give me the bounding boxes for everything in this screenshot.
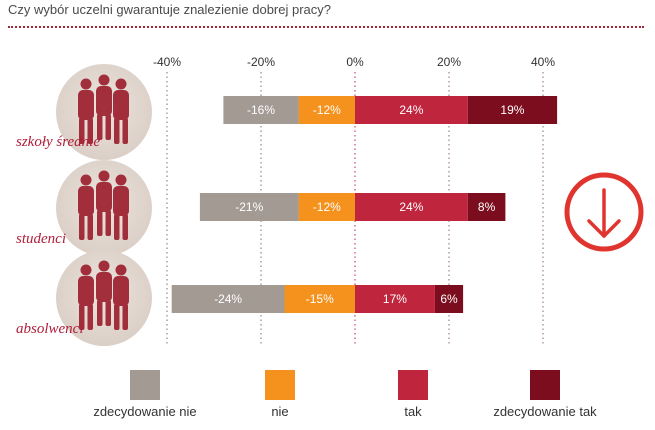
bar-value-label: -15% <box>306 292 334 306</box>
legend-item: nie <box>200 370 360 419</box>
group-illustration-icon <box>56 64 152 160</box>
legend-swatch <box>265 370 295 400</box>
person-icon <box>78 174 94 240</box>
person-icon <box>113 78 129 144</box>
group-illustration-icon <box>56 160 152 256</box>
bar-segment <box>199 193 299 221</box>
legend-label: zdecydowanie nie <box>93 404 197 419</box>
x-tick-label: 0% <box>346 55 364 69</box>
category-label: absolwenci <box>16 321 84 337</box>
legend-label: zdecydowanie tak <box>493 404 597 419</box>
x-tick-label: -40% <box>153 55 181 69</box>
bar-value-label: 24% <box>399 103 423 117</box>
legend-item: zdecydowanie nie <box>65 370 225 419</box>
bar-segment <box>284 285 355 313</box>
legend-item: zdecydowanie tak <box>465 370 625 419</box>
group-illustration-icon <box>56 250 152 346</box>
x-tick-label: -20% <box>247 55 275 69</box>
person-icon <box>96 170 112 236</box>
bar-segment <box>298 193 355 221</box>
person-icon <box>78 264 94 330</box>
chart-area: -40% -20% 0% 20% 40% -12% -16% 24% 19% -12% -21% 2… <box>16 55 644 346</box>
bar-segment <box>355 96 468 124</box>
legend-label: tak <box>404 404 422 419</box>
bars: -12% -16% 24% 19% -12% -21% 24% 8% -15% -24% 17% 6% <box>171 96 558 313</box>
person-icon <box>113 174 129 240</box>
person-icon <box>96 74 112 140</box>
category-label: szkoły średnie <box>16 134 100 150</box>
category-label: studenci <box>16 231 66 247</box>
group-illustrations <box>56 64 152 346</box>
legend-swatch <box>398 370 428 400</box>
x-tick-label: 40% <box>531 55 555 69</box>
legend-swatch <box>530 370 560 400</box>
bar-segment <box>355 285 435 313</box>
down-arrow-icon <box>564 172 644 252</box>
x-axis-ticks: -40% -20% 0% 20% 40% <box>153 55 555 69</box>
bar-value-label: -21% <box>235 200 263 214</box>
person-icon <box>78 78 94 144</box>
bar-segment <box>223 96 299 124</box>
bar-segment <box>434 285 464 313</box>
bar-segment <box>298 96 355 124</box>
person-icon <box>113 264 129 330</box>
title-divider <box>8 26 644 28</box>
bar-segment <box>171 285 285 313</box>
legend-item: tak <box>333 370 493 419</box>
bar-value-label: 17% <box>383 292 407 306</box>
legend-swatch <box>130 370 160 400</box>
bar-value-label: -24% <box>214 292 242 306</box>
bar-value-label: 8% <box>478 200 496 214</box>
bar-value-label: 19% <box>500 103 524 117</box>
legend: zdecydowanie nie nie tak zdecydowanie tak <box>0 370 655 430</box>
bar-segment <box>467 96 558 124</box>
bar-value-label: -12% <box>313 103 341 117</box>
x-tick-label: 20% <box>437 55 461 69</box>
category-labels: szkoły średnie studenci absolwenci <box>16 134 100 337</box>
bar-segment <box>467 193 506 221</box>
bar-segment <box>355 193 468 221</box>
bar-value-label: 6% <box>440 292 458 306</box>
legend-label: nie <box>271 404 289 419</box>
person-icon <box>96 260 112 326</box>
chart-title: Czy wybór uczelni gwarantuje znalezienie… <box>8 2 332 17</box>
bar-value-label: -16% <box>247 103 275 117</box>
bar-value-label: 24% <box>399 200 423 214</box>
bar-value-label: -12% <box>313 200 341 214</box>
